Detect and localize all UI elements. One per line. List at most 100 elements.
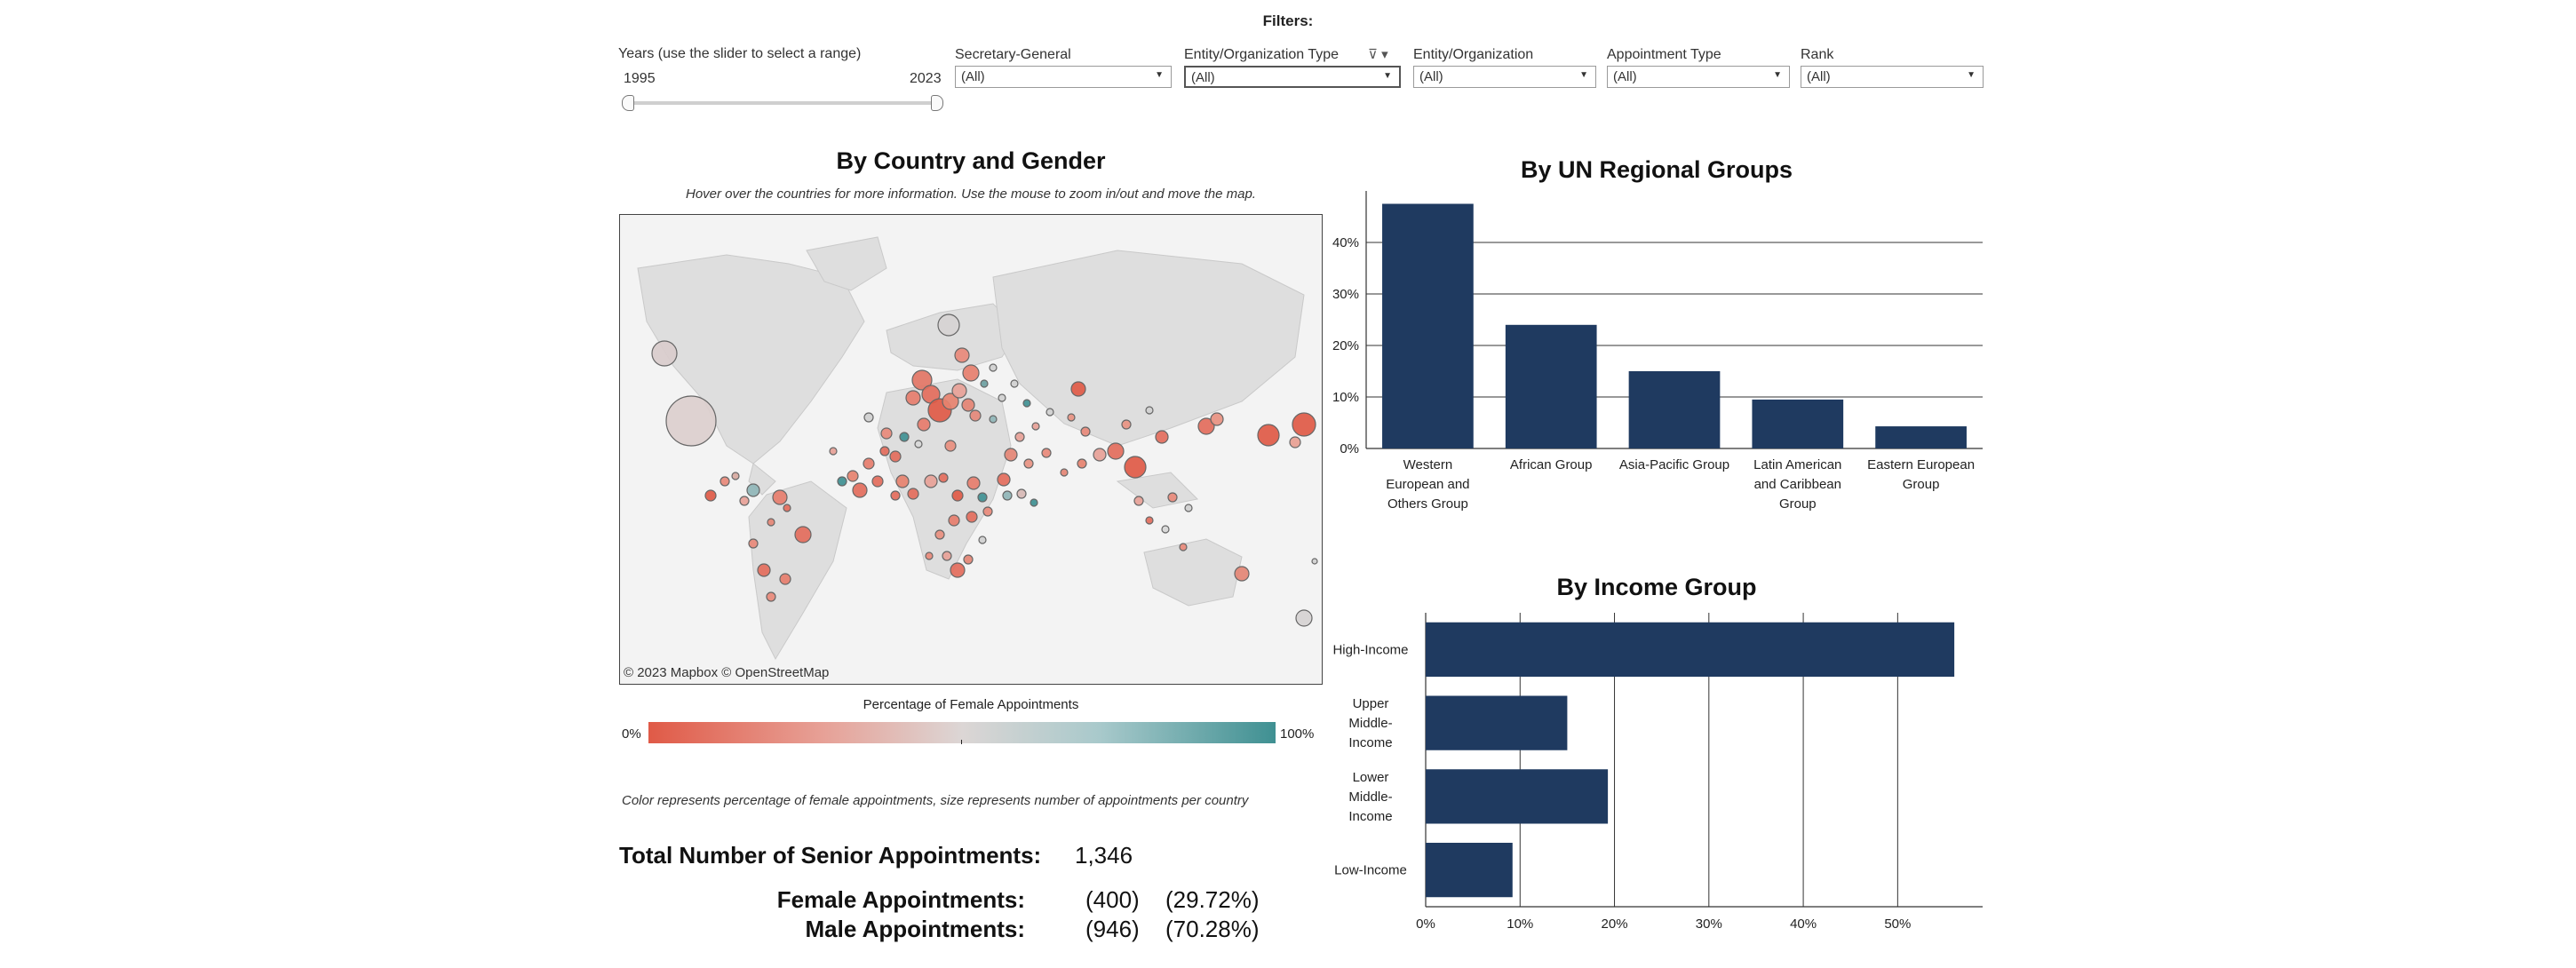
country-bubble[interactable] (963, 554, 974, 565)
bubble-layer[interactable] (651, 313, 1318, 627)
country-bubble[interactable] (890, 490, 901, 501)
country-bubble[interactable] (938, 472, 949, 483)
country-bubble[interactable] (1016, 488, 1027, 499)
country-bubble[interactable] (766, 591, 776, 602)
country-bubble[interactable] (1161, 525, 1170, 534)
country-bubble[interactable] (942, 551, 952, 561)
bar-4[interactable] (1875, 426, 1967, 448)
world-map[interactable]: © 2023 Mapbox © OpenStreetMap (619, 214, 1323, 685)
bar-1[interactable] (1505, 324, 1597, 448)
country-bubble[interactable] (911, 369, 933, 391)
bar-0[interactable] (1426, 622, 1955, 677)
country-bubble[interactable] (951, 383, 967, 399)
country-bubble[interactable] (794, 526, 812, 544)
country-bubble[interactable] (977, 492, 988, 503)
bar-2[interactable] (1628, 371, 1721, 448)
country-bubble[interactable] (944, 440, 957, 452)
country-bubble[interactable] (767, 518, 775, 527)
country-bubble[interactable] (924, 474, 938, 488)
country-bubble[interactable] (934, 529, 945, 540)
country-bubble[interactable] (1124, 456, 1147, 479)
rank-select[interactable]: (All) ▼ (1801, 66, 1984, 88)
country-bubble[interactable] (1184, 504, 1193, 512)
country-bubble[interactable] (899, 432, 910, 442)
country-bubble[interactable] (1145, 516, 1154, 525)
country-bubble[interactable] (665, 395, 717, 447)
country-bubble[interactable] (954, 347, 970, 363)
country-bubble[interactable] (1145, 406, 1154, 415)
income-bar-chart[interactable]: 0% 10% 20% 30% 40% 50% High-Income Upper Middle-… (1315, 613, 1990, 950)
country-bubble[interactable] (961, 398, 975, 412)
country-bubble[interactable] (1234, 566, 1250, 582)
country-bubble[interactable] (757, 563, 771, 577)
country-bubble[interactable] (998, 393, 1006, 402)
secretary-general-select[interactable]: (All) ▼ (955, 66, 1172, 88)
country-bubbles[interactable] (620, 215, 1323, 685)
country-bubble[interactable] (889, 450, 902, 463)
country-bubble[interactable] (731, 472, 740, 480)
country-bubble[interactable] (879, 446, 890, 456)
country-bubble[interactable] (1121, 419, 1132, 430)
country-bubble[interactable] (746, 483, 760, 497)
country-bubble[interactable] (1133, 496, 1144, 506)
country-bubble[interactable] (989, 363, 998, 372)
country-bubble[interactable] (895, 474, 910, 488)
country-bubble[interactable] (1093, 448, 1107, 462)
years-slider-track[interactable] (629, 101, 936, 105)
country-bubble[interactable] (1070, 381, 1086, 397)
country-bubble[interactable] (720, 476, 730, 487)
country-bubble[interactable] (1289, 436, 1301, 448)
country-bubble[interactable] (880, 427, 893, 440)
country-bubble[interactable] (847, 470, 859, 482)
country-bubble[interactable] (1023, 458, 1034, 469)
country-bubble[interactable] (871, 475, 884, 488)
country-bubble[interactable] (978, 536, 987, 544)
country-bubble[interactable] (1002, 490, 1013, 501)
country-bubble[interactable] (1060, 468, 1069, 477)
country-bubble[interactable] (1030, 498, 1038, 507)
years-slider-end-handle[interactable] (931, 95, 943, 111)
country-bubble[interactable] (739, 496, 750, 506)
country-bubble[interactable] (1311, 558, 1318, 565)
bar-1[interactable] (1426, 695, 1568, 750)
country-bubble[interactable] (829, 447, 838, 456)
country-bubble[interactable] (863, 457, 875, 470)
country-bubble[interactable] (997, 472, 1011, 487)
country-bubble[interactable] (651, 340, 678, 367)
country-bubble[interactable] (1197, 417, 1215, 435)
country-bubble[interactable] (1004, 448, 1018, 462)
country-bubble[interactable] (951, 489, 964, 502)
country-bubble[interactable] (1167, 492, 1178, 503)
country-bubble[interactable] (948, 514, 960, 527)
entity-type-select[interactable]: (All) ▼ (1184, 66, 1401, 88)
country-bubble[interactable] (989, 415, 998, 424)
country-bubble[interactable] (982, 506, 993, 517)
country-bubble[interactable] (779, 573, 791, 585)
country-bubble[interactable] (1210, 412, 1224, 426)
country-bubble[interactable] (1041, 448, 1052, 458)
years-slider-start-handle[interactable] (622, 95, 634, 111)
country-bubble[interactable] (863, 412, 874, 423)
country-bubble[interactable] (772, 489, 788, 505)
country-bubble[interactable] (1155, 430, 1169, 444)
country-bubble[interactable] (1031, 422, 1040, 431)
filter-icon[interactable]: ⊽ ▾ (1368, 47, 1388, 62)
country-bubble[interactable] (969, 409, 982, 422)
country-bubble[interactable] (1295, 609, 1313, 627)
country-bubble[interactable] (837, 476, 847, 487)
country-bubble[interactable] (907, 488, 919, 500)
country-bubble[interactable] (1022, 399, 1031, 408)
country-bubble[interactable] (950, 562, 966, 578)
world-map-canvas[interactable] (620, 215, 1323, 685)
entity-select[interactable]: (All) ▼ (1413, 66, 1596, 88)
regional-bar-chart[interactable]: 0% 10% 20% 30% 40% Western European and Others … (1315, 191, 1990, 564)
country-bubble[interactable] (917, 417, 931, 432)
country-bubble[interactable] (704, 489, 717, 502)
country-bubble[interactable] (925, 551, 934, 560)
country-bubble[interactable] (783, 504, 791, 512)
country-bubble[interactable] (966, 511, 978, 523)
country-bubble[interactable] (1067, 413, 1076, 422)
country-bubble[interactable] (905, 390, 921, 406)
country-bubble[interactable] (937, 313, 960, 337)
country-bubble[interactable] (914, 440, 923, 448)
